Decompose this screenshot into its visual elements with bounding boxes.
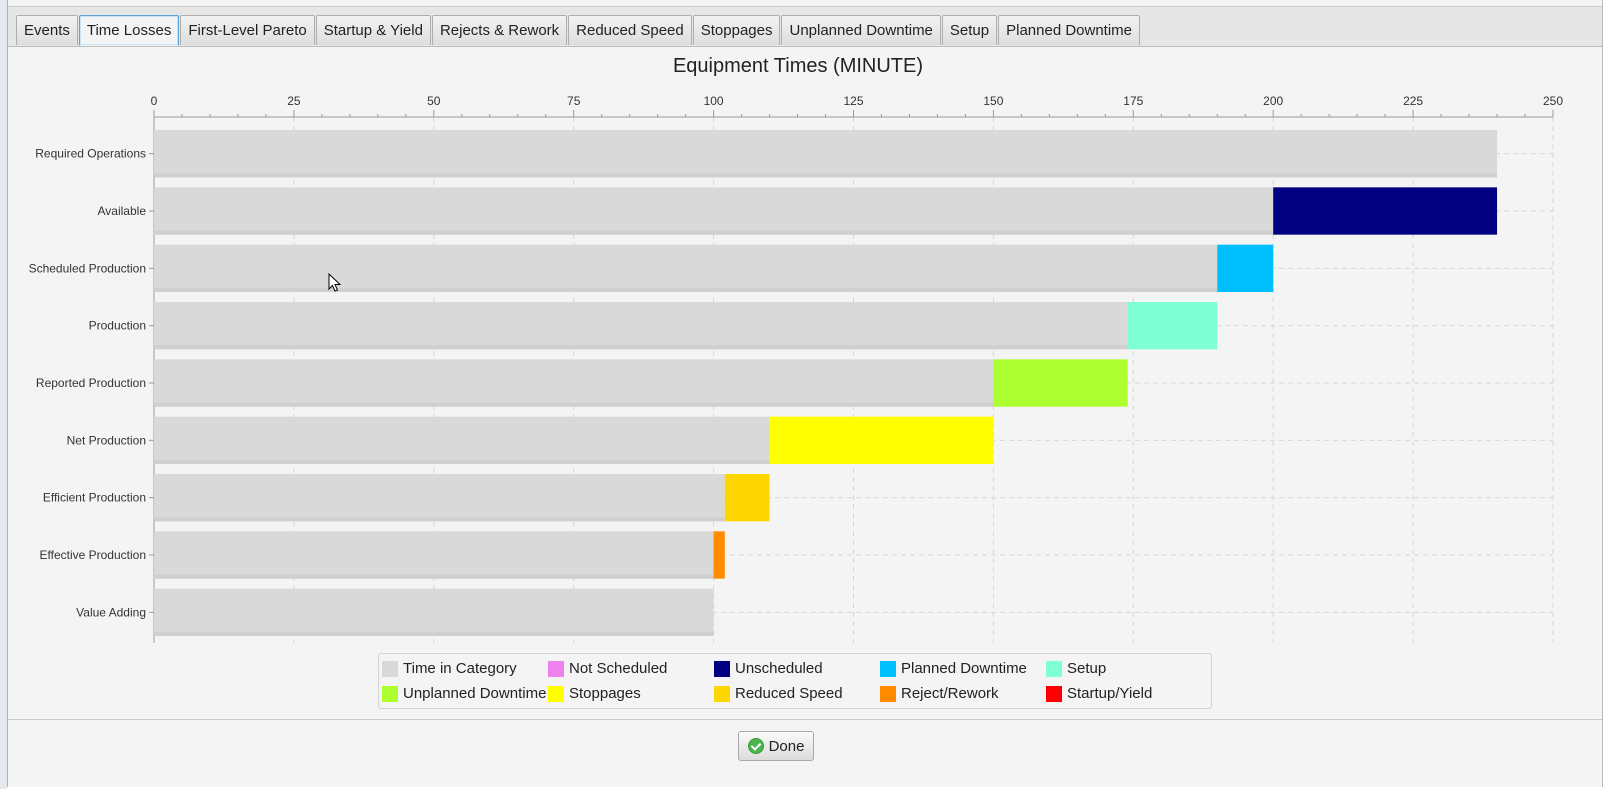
y-category-label: Effective Production: [39, 548, 146, 562]
bar-segment: [1127, 302, 1218, 350]
top-border: [8, 6, 1602, 7]
tab-list: Events Time Losses First-Level Pareto Start…: [16, 15, 1141, 46]
bar-segment: [154, 474, 725, 522]
legend-swatch: [1046, 661, 1062, 677]
legend-label: Unscheduled: [735, 660, 823, 677]
bar-shadow: [154, 288, 1218, 292]
bar-segment: [154, 302, 1128, 350]
tab-reduced-speed[interactable]: Reduced Speed: [568, 15, 692, 45]
x-tick-label: 100: [704, 94, 724, 108]
legend-swatch: [714, 686, 730, 702]
bar-segment: [154, 416, 770, 464]
x-tick-label: 0: [151, 94, 158, 108]
legend-swatch: [382, 661, 398, 677]
legend-label: Stoppages: [569, 685, 641, 702]
tab-unplanned-downtime[interactable]: Unplanned Downtime: [781, 15, 941, 45]
bar-shadow: [154, 632, 714, 636]
x-tick-label: 50: [427, 94, 441, 108]
bar-segment: [993, 359, 1128, 407]
x-tick-label: 125: [843, 94, 863, 108]
legend-label: Unplanned Downtime: [403, 685, 547, 702]
chart-title: Equipment Times (MINUTE): [672, 55, 924, 77]
bar-segment: [154, 588, 714, 636]
bar-shadow: [154, 402, 994, 407]
tab-time-losses[interactable]: Time Losses: [78, 15, 180, 46]
tab-events[interactable]: Events: [16, 15, 78, 45]
x-tick-label: 200: [1263, 94, 1283, 108]
y-category-label: Scheduled Production: [29, 261, 146, 275]
bar-segment: [154, 187, 1274, 235]
button-bar-separator: [8, 719, 1602, 720]
legend-swatch: [714, 661, 730, 677]
chart-legend: Time in Category Not Scheduled Unscheduled…: [378, 653, 1212, 709]
legend-label: Planned Downtime: [901, 660, 1027, 677]
bar-shadow: [154, 230, 1274, 235]
y-category-label: Reported Production: [36, 376, 146, 390]
done-button[interactable]: Done: [738, 731, 814, 761]
legend-label: Reduced Speed: [735, 685, 843, 702]
legend-swatch: [382, 686, 398, 702]
legend-swatch: [548, 686, 564, 702]
x-tick-label: 25: [287, 94, 301, 108]
x-tick-label: 75: [567, 94, 581, 108]
dialog-window: Events Time Losses First-Level Pareto Start…: [7, 0, 1603, 787]
y-category-label: Production: [89, 319, 146, 333]
tab-startup-yield[interactable]: Startup & Yield: [315, 15, 431, 45]
bar-segment: [154, 531, 714, 579]
legend-swatch: [880, 661, 896, 677]
y-category-label: Efficient Production: [43, 491, 146, 505]
y-category-label: Net Production: [67, 433, 146, 447]
done-button-label: Done: [768, 737, 805, 755]
equipment-times-chart: 0 25 50 75 100 125 150 175 200 225 250 Required Ope…: [29, 94, 1563, 643]
bar-shadow: [154, 460, 770, 464]
check-icon: [747, 738, 764, 754]
tab-setup[interactable]: Setup: [941, 15, 998, 45]
legend-swatch: [1046, 686, 1062, 702]
x-tick-label: 225: [1403, 94, 1423, 108]
legend-label: Reject/Rework: [901, 685, 999, 702]
bar-segment: [724, 474, 770, 522]
bar-shadow: [154, 173, 1498, 178]
bar-shadow: [154, 517, 725, 522]
tab-bar: Events Time Losses First-Level Pareto Start…: [8, 7, 1602, 47]
legend-swatch: [880, 686, 896, 702]
bar-segment: [769, 416, 994, 464]
legend-label: Not Scheduled: [569, 660, 668, 677]
background-window-edge: [0, 0, 7, 789]
mouse-cursor-icon: [328, 273, 342, 292]
y-category-label: Required Operations: [35, 147, 146, 161]
bar-shadow: [154, 574, 714, 579]
legend-label: Time in Category: [403, 660, 517, 677]
bar-segment: [1217, 244, 1274, 292]
tab-rejects-rework[interactable]: Rejects & Rework: [431, 15, 568, 45]
tab-stoppages[interactable]: Stoppages: [692, 15, 781, 45]
tab-first-level-pareto[interactable]: First-Level Pareto: [180, 15, 315, 45]
x-tick-label: 150: [983, 94, 1003, 108]
x-tick-label: 250: [1543, 94, 1563, 108]
bar-segment: [154, 359, 994, 407]
x-tick-label: 175: [1123, 94, 1143, 108]
bar-segment: [154, 244, 1218, 292]
bar-segment: [154, 130, 1498, 178]
y-category-label: Available: [98, 204, 147, 218]
legend-label: Startup/Yield: [1067, 685, 1153, 702]
legend-label: Setup: [1067, 660, 1107, 677]
legend-swatch: [548, 661, 564, 677]
bar-segment: [1273, 187, 1498, 235]
bar-segment: [713, 531, 725, 579]
y-category-label: Value Adding: [76, 605, 146, 619]
bar-shadow: [154, 345, 1128, 350]
tab-planned-downtime[interactable]: Planned Downtime: [998, 15, 1141, 45]
